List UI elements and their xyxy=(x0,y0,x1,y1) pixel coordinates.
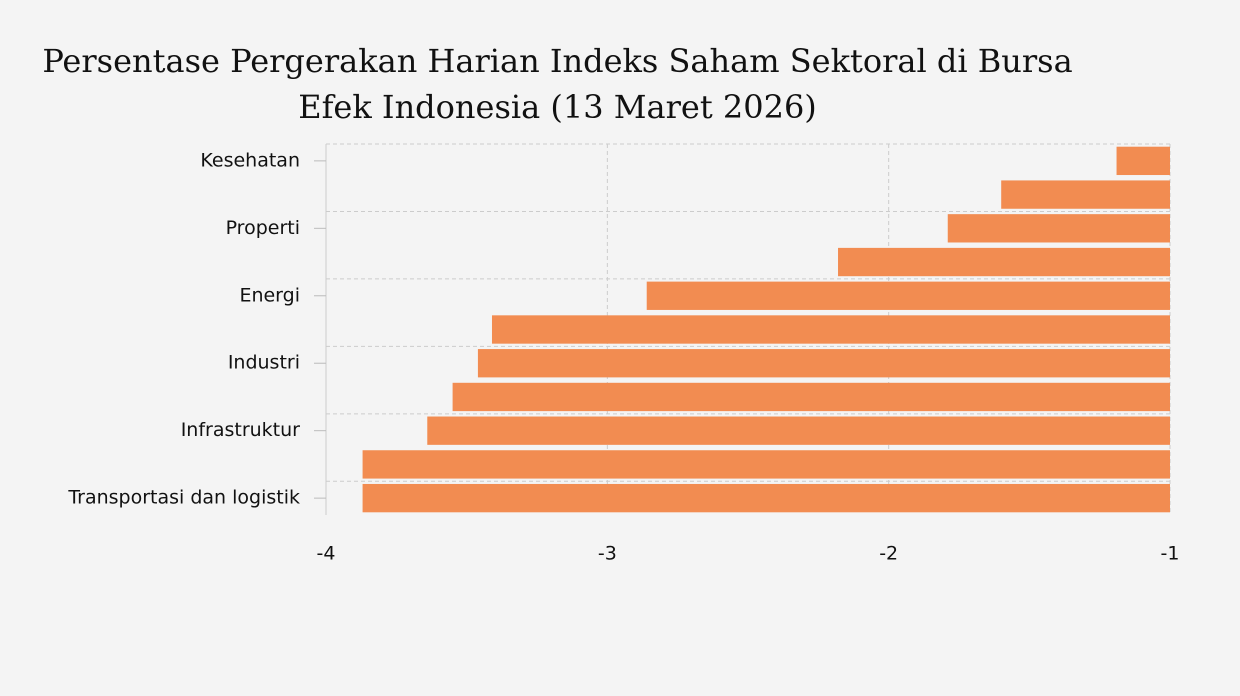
bar xyxy=(427,416,1170,445)
bar xyxy=(646,281,1170,310)
bar xyxy=(362,483,1170,513)
x-tick-label: -3 xyxy=(598,543,617,565)
y-tick-label: Infrastruktur xyxy=(181,419,300,441)
bar xyxy=(1116,146,1170,176)
chart-title: Persentase Pergerakan Harian Indeks Saha… xyxy=(42,42,1073,126)
bar xyxy=(491,315,1170,344)
y-tick-label: Industri xyxy=(228,352,300,374)
x-tick-label: -1 xyxy=(1161,543,1180,565)
bar xyxy=(838,247,1170,277)
bar xyxy=(1001,180,1170,209)
bar xyxy=(477,349,1170,378)
bar xyxy=(452,382,1171,412)
y-tick-label: Energi xyxy=(239,284,300,306)
bar xyxy=(947,214,1170,243)
x-tick-label: -4 xyxy=(317,543,336,565)
y-tick-label: Kesehatan xyxy=(200,149,300,171)
y-tick-label: Properti xyxy=(226,217,300,239)
x-tick-label: -2 xyxy=(879,543,898,565)
bar xyxy=(362,450,1170,479)
y-tick-label: Transportasi dan logistik xyxy=(67,487,300,509)
